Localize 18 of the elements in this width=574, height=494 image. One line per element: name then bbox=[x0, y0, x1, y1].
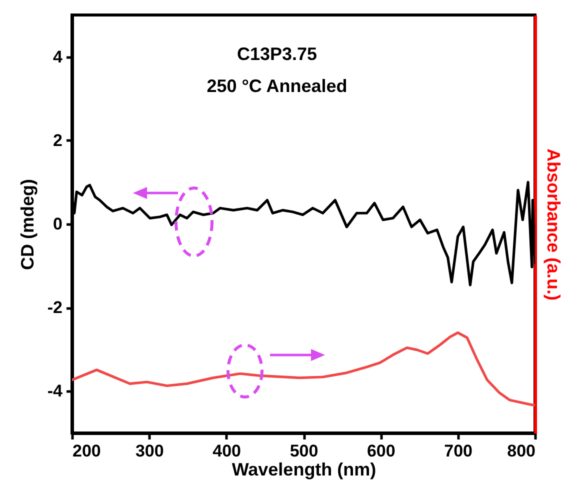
x-tick-label: 200 bbox=[72, 442, 101, 460]
x-tick-label: 300 bbox=[135, 442, 164, 460]
annotation: 250 °C Annealed bbox=[206, 76, 348, 96]
y-axis-title: CD (mdeg) bbox=[17, 179, 38, 270]
annotation: C13P3.75 bbox=[236, 44, 318, 64]
x-tick-label: 400 bbox=[212, 442, 242, 460]
line-series bbox=[72, 331, 535, 406]
y2-axis-title: Absorbance (a.u.) bbox=[544, 148, 564, 301]
y-tick-label: 2 bbox=[53, 130, 62, 150]
y-tick-label: 0 bbox=[53, 214, 62, 234]
x-tick-label: 700 bbox=[444, 442, 473, 460]
x-tick-label: 600 bbox=[366, 442, 396, 460]
x-tick-label: 500 bbox=[290, 442, 318, 460]
x-tick-label: 800 bbox=[507, 442, 536, 460]
y-tick-label: -4 bbox=[47, 382, 64, 401]
y-tick-label: -2 bbox=[47, 298, 62, 318]
x-axis-title: Wavelength (nm) bbox=[232, 460, 376, 480]
y-tick-label: 4 bbox=[53, 47, 64, 66]
